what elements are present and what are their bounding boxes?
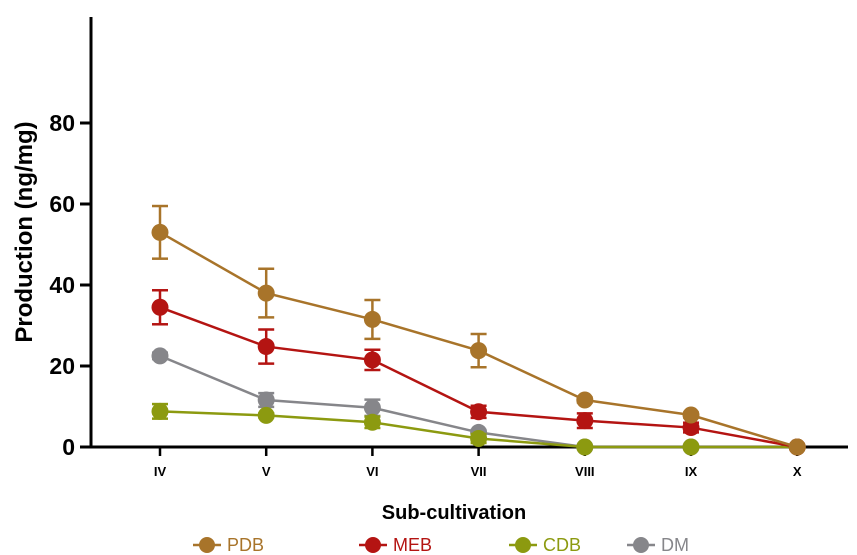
- legend-marker: [365, 537, 381, 553]
- data-point: [682, 419, 700, 437]
- legend: PDB MEB CDB DM: [193, 535, 689, 555]
- legend-marker: [199, 537, 215, 553]
- x-tick-label: IV: [154, 464, 167, 479]
- x-tick-label: VII: [471, 464, 487, 479]
- y-tick-label: 80: [49, 110, 75, 136]
- x-tick-label: IX: [685, 464, 698, 479]
- y-axis-title: Production (ng/mg): [11, 121, 38, 342]
- data-point: [470, 403, 488, 421]
- data-point: [257, 338, 275, 356]
- series-pdb: [151, 204, 806, 456]
- data-point: [363, 351, 381, 369]
- data-point: [470, 342, 488, 360]
- data-point: [257, 406, 275, 424]
- data-point: [257, 284, 275, 302]
- legend-item-cdb: CDB: [509, 535, 581, 555]
- x-ticks: IV V VI VII VIII IX X: [154, 447, 802, 479]
- legend-marker: [515, 537, 531, 553]
- y-tick-label: 0: [62, 434, 75, 460]
- x-tick-label: VIII: [575, 464, 595, 479]
- legend-label: DM: [661, 535, 689, 555]
- data-point: [576, 412, 594, 430]
- data-point: [151, 347, 169, 365]
- x-tick-label: VI: [366, 464, 378, 479]
- legend-label: PDB: [227, 535, 264, 555]
- x-tick-label: V: [262, 464, 271, 479]
- legend-item-pdb: PDB: [193, 535, 264, 555]
- data-point: [257, 391, 275, 409]
- data-point: [576, 438, 594, 456]
- series-cdb: [151, 402, 806, 456]
- data-point: [151, 402, 169, 420]
- data-point: [151, 298, 169, 316]
- y-ticks: 0 20 40 60 80: [49, 110, 91, 460]
- data-point: [363, 399, 381, 417]
- axes: [89, 17, 848, 449]
- x-tick-label: X: [793, 464, 802, 479]
- data-point: [576, 391, 594, 409]
- data-point: [151, 223, 169, 241]
- data-point: [682, 406, 700, 424]
- legend-item-dm: DM: [627, 535, 689, 555]
- legend-item-meb: MEB: [359, 535, 432, 555]
- x-axis-title: Sub-cultivation: [382, 502, 526, 524]
- data-point: [470, 429, 488, 447]
- y-tick-label: 20: [49, 353, 75, 379]
- legend-label: CDB: [543, 535, 581, 555]
- legend-marker: [633, 537, 649, 553]
- data-point: [363, 310, 381, 328]
- data-point: [682, 438, 700, 456]
- legend-label: MEB: [393, 535, 432, 555]
- data-point: [788, 438, 806, 456]
- data-point: [363, 413, 381, 431]
- series-layer: [151, 204, 806, 456]
- y-tick-label: 60: [49, 191, 75, 217]
- y-tick-label: 40: [49, 272, 75, 298]
